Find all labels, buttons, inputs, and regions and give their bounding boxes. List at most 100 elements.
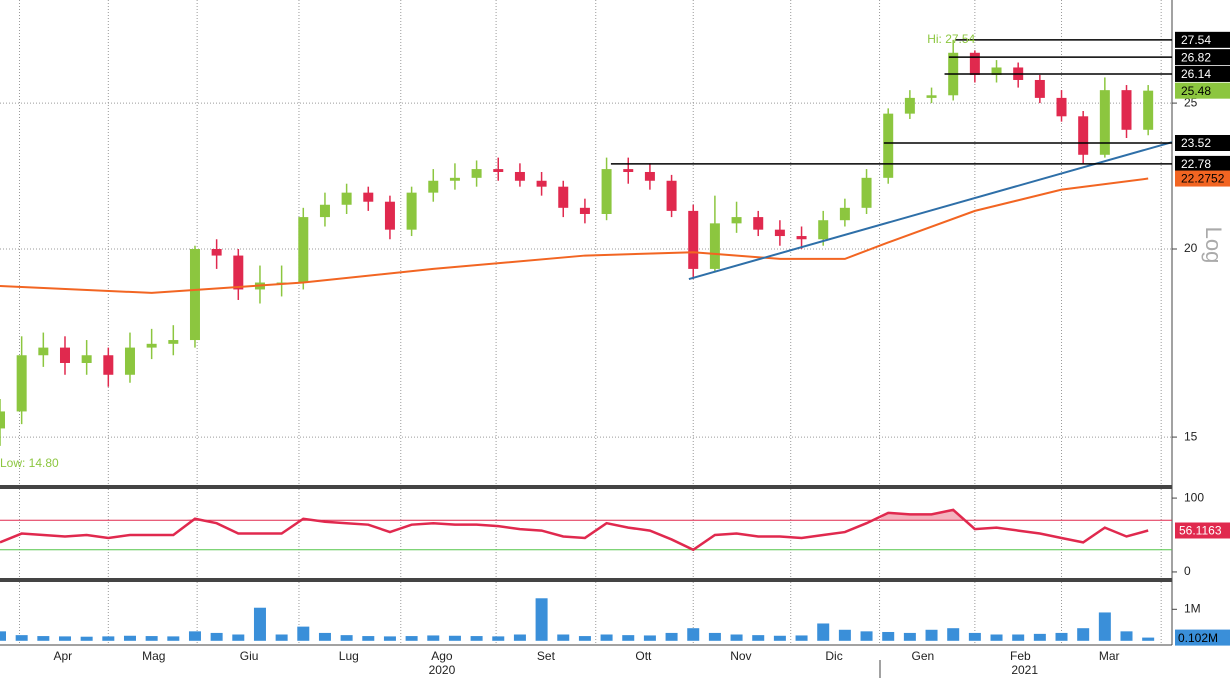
candle-body	[211, 248, 222, 256]
x-tick-label: Lug	[339, 649, 359, 663]
panel-divider	[0, 578, 1172, 582]
volume-label: 0.102M	[1178, 631, 1218, 645]
candle-body	[601, 169, 612, 214]
volume-bar	[990, 634, 1003, 641]
candle-body	[0, 411, 5, 429]
volume-bar	[622, 635, 635, 641]
volume-bar	[773, 635, 786, 641]
volume-bar	[1055, 632, 1068, 641]
volume-bar	[513, 634, 526, 641]
volume-label-box	[1175, 629, 1230, 646]
volume-bar	[470, 636, 483, 641]
rsi-label-box	[1175, 522, 1230, 539]
candle-body	[233, 255, 244, 290]
level-label-box	[1175, 49, 1230, 66]
candle-body	[796, 236, 807, 240]
volume-bar	[535, 598, 548, 641]
candle-body	[926, 95, 937, 98]
volume-bar	[58, 636, 71, 641]
x-tick-label: Apr	[53, 649, 72, 663]
volume-bar	[340, 635, 353, 641]
volume-bar	[448, 635, 461, 641]
trend-line	[688, 141, 1173, 281]
volume-bar	[1142, 637, 1155, 641]
candle-body	[1143, 90, 1154, 130]
rsi-label: 56.1163	[1179, 524, 1222, 538]
candle-body	[103, 355, 114, 375]
volume-bar	[968, 632, 981, 641]
volume-bar	[903, 632, 916, 641]
level-label-box	[1175, 134, 1230, 151]
x-tick-label: Mar	[1099, 649, 1120, 663]
level-label: 22.78	[1181, 157, 1211, 171]
x-tick-label: Ago	[431, 649, 453, 663]
volume-bar	[15, 635, 28, 641]
candle-body	[319, 204, 330, 218]
ma-label-box	[1175, 170, 1230, 187]
x-tick-label: Gen	[912, 649, 935, 663]
volume-bar	[210, 632, 223, 641]
candle-body	[666, 180, 677, 211]
volume-bar	[297, 626, 310, 641]
volume-bar	[1098, 612, 1111, 641]
candle-body	[363, 192, 374, 202]
x-tick-label: Mag	[142, 649, 165, 663]
candle-body	[688, 210, 699, 269]
x-tick-label: Nov	[730, 649, 751, 663]
volume-bar	[275, 634, 288, 641]
volume-bar	[232, 634, 245, 641]
candle-body	[124, 347, 135, 375]
candle-body	[753, 217, 764, 230]
volume-bar	[838, 629, 851, 641]
x-year-label: 2021	[1011, 663, 1038, 677]
y-tick-label: 100	[1184, 490, 1204, 504]
moving-average	[0, 177, 1149, 294]
candle-body	[861, 177, 872, 208]
level-label-box	[1175, 65, 1230, 82]
candle-body	[774, 229, 785, 237]
x-tick-label: Ott	[635, 649, 652, 663]
volume-bar	[383, 636, 396, 641]
volume-bar	[817, 623, 830, 641]
candle-body	[189, 248, 200, 341]
candle-body	[384, 201, 395, 230]
volume-bar	[730, 634, 743, 641]
x-tick-label: Feb	[1010, 649, 1031, 663]
volume-bar	[1077, 628, 1090, 641]
level-label: 27.54	[1181, 33, 1211, 47]
candle-body	[991, 67, 1002, 75]
candle-body	[644, 171, 655, 181]
candle-body	[146, 343, 157, 348]
candle-body	[883, 113, 894, 178]
candle-body	[904, 97, 915, 114]
x-tick-label: Dic	[825, 649, 842, 663]
volume-bar	[947, 628, 960, 641]
volume-bar	[167, 636, 180, 641]
candle-body	[493, 169, 504, 172]
y-tick-label: 25	[1184, 95, 1198, 109]
annotation: Low: 14.80	[0, 456, 59, 470]
volume-bar	[708, 632, 721, 641]
candle-body	[623, 169, 634, 172]
volume-bar	[578, 636, 591, 641]
candle-body	[579, 207, 590, 214]
y-tick-label: 20	[1184, 241, 1198, 255]
volume-bar	[557, 634, 570, 641]
volume-bar	[405, 636, 418, 641]
volume-bar	[37, 636, 50, 641]
candle-body	[81, 355, 92, 363]
level-label: 26.14	[1181, 67, 1211, 81]
candle-body	[536, 180, 547, 187]
candle-body	[471, 169, 482, 178]
candle-body	[558, 186, 569, 208]
candle-body	[969, 52, 980, 75]
last-price-label: 25.48	[1181, 84, 1211, 98]
y-tick-label: 0	[1184, 564, 1191, 578]
x-year-label: 2020	[429, 663, 456, 677]
volume-bar	[362, 636, 375, 641]
volume-bar	[145, 636, 158, 641]
candle-body	[514, 171, 525, 181]
level-label: 23.52	[1181, 136, 1211, 150]
candle-body	[818, 220, 829, 240]
